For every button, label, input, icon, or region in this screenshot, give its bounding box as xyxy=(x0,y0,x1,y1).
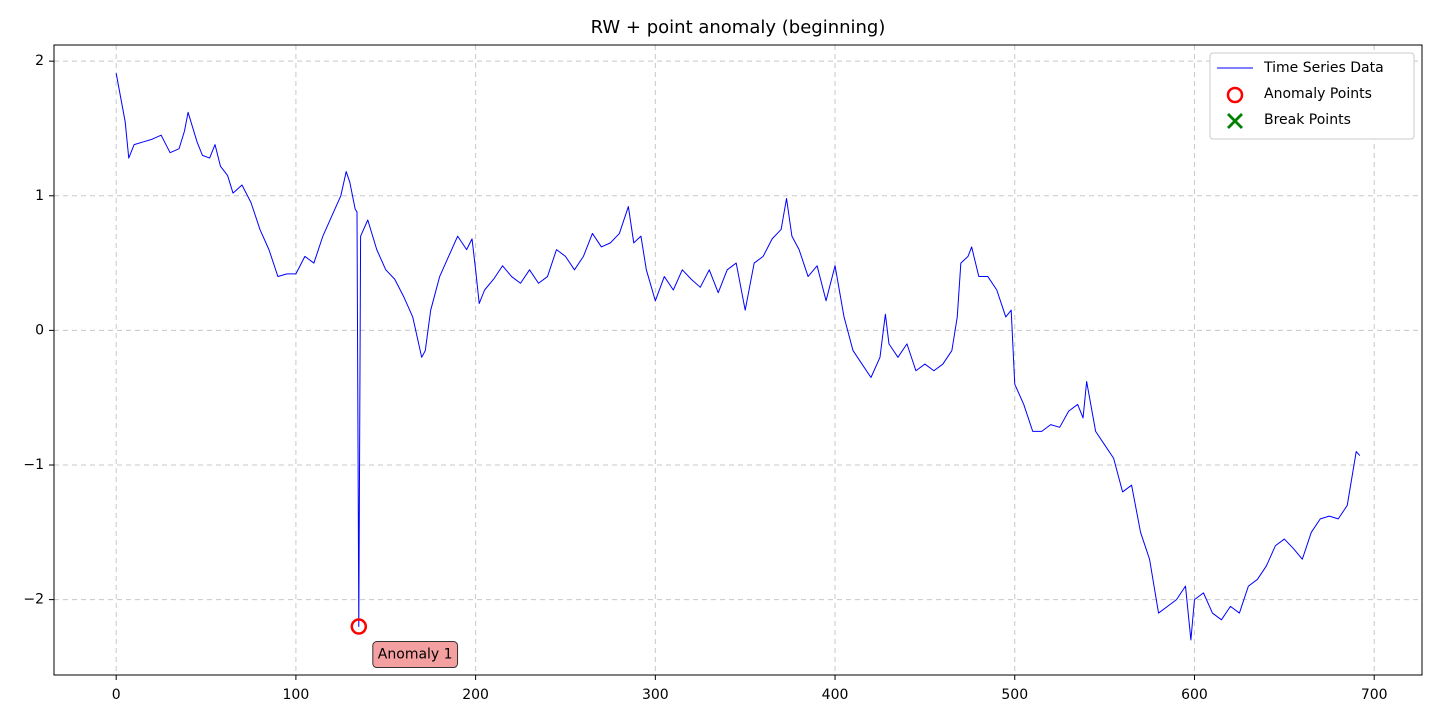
annotation-text: Anomaly 1 xyxy=(378,647,453,663)
legend-label: Time Series Data xyxy=(1263,60,1384,76)
anomaly-point xyxy=(350,618,368,635)
y-tick-label: 2 xyxy=(35,53,44,69)
x-tick-label: 100 xyxy=(283,687,310,703)
x-tick-label: 600 xyxy=(1181,687,1208,703)
chart-title: RW + point anomaly (beginning) xyxy=(591,17,886,38)
legend: Time Series Data Anomaly Points Break Poin… xyxy=(1209,52,1415,140)
x-tick-label: 0 xyxy=(112,687,121,703)
data-line xyxy=(115,73,1361,641)
y-tick-label: −1 xyxy=(23,457,44,473)
legend-swatch xyxy=(1227,113,1243,129)
legend-label: Break Points xyxy=(1264,112,1351,128)
legend-swatch xyxy=(1226,86,1244,104)
legend-box xyxy=(1209,52,1415,140)
annotation: Anomaly 1 xyxy=(372,641,459,669)
x-tick-label: 500 xyxy=(1001,687,1028,703)
legend-label: Anomaly Points xyxy=(1264,86,1372,102)
x-tick-label: 300 xyxy=(642,687,669,703)
x-tick-label: 700 xyxy=(1361,687,1388,703)
x-tick-label: 400 xyxy=(822,687,849,703)
x-tick-label: 200 xyxy=(462,687,489,703)
plot-frame xyxy=(53,44,1423,676)
y-tick-label: −2 xyxy=(23,592,44,608)
annotation-box xyxy=(372,641,459,669)
y-tick-label: 0 xyxy=(35,322,44,338)
y-tick-label: 1 xyxy=(35,188,44,204)
